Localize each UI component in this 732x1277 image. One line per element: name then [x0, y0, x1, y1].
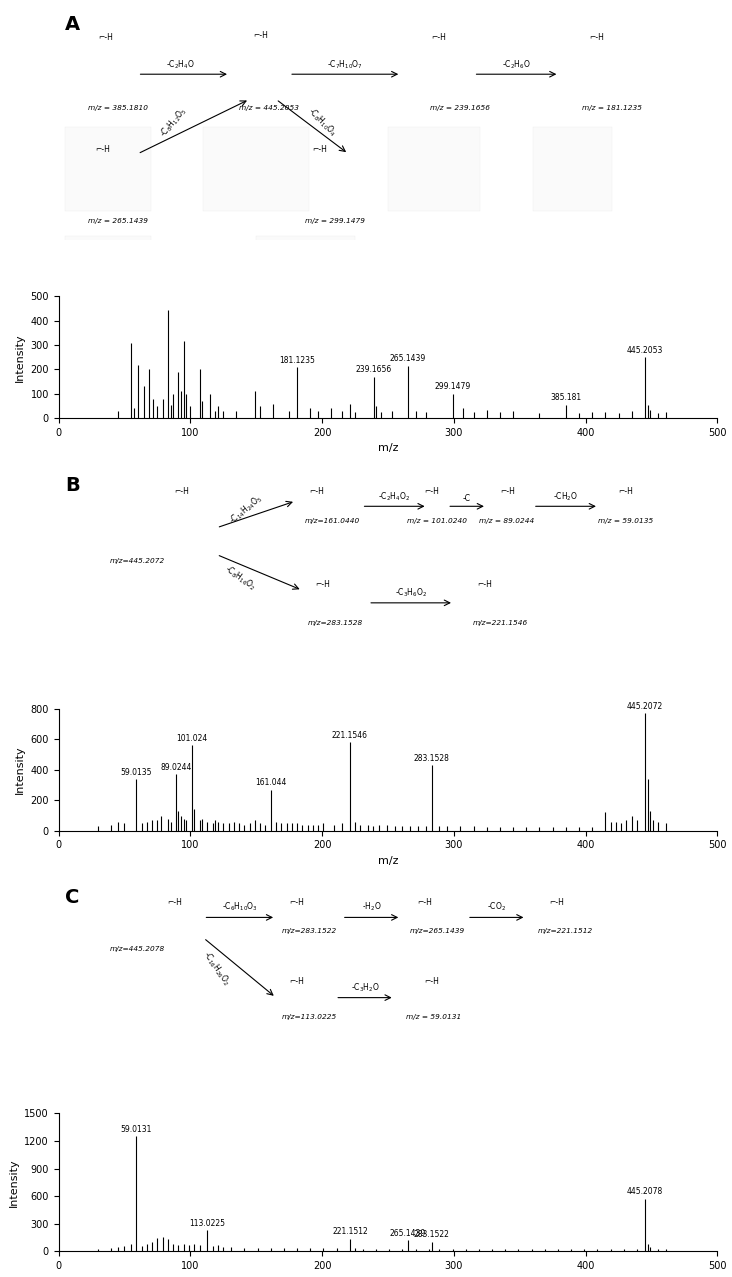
- Text: 283.1528: 283.1528: [414, 753, 449, 762]
- Text: 221.1546: 221.1546: [332, 730, 368, 739]
- Text: 265.1439: 265.1439: [389, 1228, 426, 1237]
- Text: ⌐-H: ⌐-H: [589, 33, 604, 42]
- Text: m/z=445.2072: m/z=445.2072: [110, 558, 165, 563]
- Text: m/z=283.1528: m/z=283.1528: [307, 621, 363, 626]
- Text: 161.044: 161.044: [255, 778, 286, 787]
- Text: 445.2072: 445.2072: [627, 702, 663, 711]
- FancyBboxPatch shape: [256, 236, 355, 309]
- FancyBboxPatch shape: [65, 236, 151, 309]
- Text: -CH$_2$O: -CH$_2$O: [553, 490, 578, 503]
- Text: -C$_3$H$_2$O: -C$_3$H$_2$O: [351, 982, 379, 995]
- FancyBboxPatch shape: [533, 126, 612, 211]
- Text: -H$_2$O: -H$_2$O: [362, 900, 381, 913]
- Text: ⌐-H: ⌐-H: [289, 977, 304, 986]
- Text: ⌐-H: ⌐-H: [430, 33, 446, 42]
- FancyBboxPatch shape: [203, 126, 309, 211]
- Text: 239.1656: 239.1656: [356, 365, 392, 374]
- Text: -C: -C: [463, 494, 471, 503]
- Text: ⌐-H: ⌐-H: [425, 977, 439, 986]
- Text: -C$_8$H$_{10}$O$_4$: -C$_8$H$_{10}$O$_4$: [305, 105, 339, 139]
- Text: 445.2078: 445.2078: [627, 1188, 663, 1197]
- Text: 101.024: 101.024: [176, 734, 207, 743]
- Text: -C$_2$H$_4$O$_2$: -C$_2$H$_4$O$_2$: [378, 490, 411, 503]
- Text: m/z = 445.2053: m/z = 445.2053: [239, 105, 299, 111]
- Text: ⌐-H: ⌐-H: [477, 580, 492, 589]
- Text: -C$_6$H$_{10}$O$_3$: -C$_6$H$_{10}$O$_3$: [222, 900, 258, 913]
- Text: m/z=221.1512: m/z=221.1512: [538, 928, 594, 935]
- Text: m/z=113.0225: m/z=113.0225: [281, 1014, 337, 1020]
- Text: m/z = 265.1439: m/z = 265.1439: [88, 218, 148, 225]
- Text: m/z = 299.1479: m/z = 299.1479: [305, 218, 365, 225]
- Text: m/z = 385.1810: m/z = 385.1810: [88, 105, 148, 111]
- Text: m/z=445.2078: m/z=445.2078: [110, 945, 165, 951]
- X-axis label: m/z: m/z: [378, 443, 398, 453]
- Text: m/z = 59.0131: m/z = 59.0131: [406, 1014, 462, 1020]
- Text: -C$_{16}$H$_{26}$O$_2$: -C$_{16}$H$_{26}$O$_2$: [201, 949, 233, 988]
- Text: m/z = 101.0240: m/z = 101.0240: [408, 518, 467, 524]
- Text: ⌐-H: ⌐-H: [549, 898, 564, 907]
- Text: 283.1522: 283.1522: [414, 1231, 449, 1240]
- Text: 59.0131: 59.0131: [121, 1125, 152, 1134]
- Y-axis label: Intensity: Intensity: [15, 746, 25, 794]
- Text: -CO$_2$: -CO$_2$: [487, 900, 507, 913]
- Text: m/z = 59.0135: m/z = 59.0135: [597, 518, 653, 524]
- FancyBboxPatch shape: [65, 126, 151, 211]
- Text: ⌐-H: ⌐-H: [315, 580, 330, 589]
- Text: 59.0135: 59.0135: [121, 767, 152, 776]
- Text: m/z=161.0440: m/z=161.0440: [305, 518, 359, 524]
- Text: m/z = 239.1656: m/z = 239.1656: [430, 105, 490, 111]
- Text: 89.0244: 89.0244: [160, 762, 192, 771]
- Y-axis label: Intensity: Intensity: [15, 333, 25, 382]
- Y-axis label: Intensity: Intensity: [9, 1158, 18, 1207]
- Text: ⌐-H: ⌐-H: [98, 33, 113, 42]
- X-axis label: m/z: m/z: [378, 856, 398, 866]
- Text: -C$_3$H$_6$O$_2$: -C$_3$H$_6$O$_2$: [395, 586, 427, 599]
- Text: 385.181: 385.181: [550, 393, 582, 402]
- Text: 221.1512: 221.1512: [332, 1227, 367, 1236]
- Text: ⌐-H: ⌐-H: [95, 144, 110, 153]
- Text: m/z=221.1546: m/z=221.1546: [472, 621, 528, 626]
- Text: B: B: [65, 476, 80, 495]
- Text: ⌐-H: ⌐-H: [312, 144, 327, 153]
- Text: ⌐-H: ⌐-H: [619, 487, 633, 495]
- Text: -C$_2$H$_6$O: -C$_2$H$_6$O: [502, 59, 531, 70]
- Text: ⌐-H: ⌐-H: [167, 898, 182, 907]
- Text: C: C: [65, 889, 80, 908]
- Text: 265.1439: 265.1439: [389, 354, 426, 364]
- Text: m/z = 89.0244: m/z = 89.0244: [479, 518, 534, 524]
- Text: ⌐-H: ⌐-H: [417, 898, 433, 907]
- Text: 445.2053: 445.2053: [627, 346, 663, 355]
- Text: 299.1479: 299.1479: [435, 382, 471, 391]
- Text: ⌐-H: ⌐-H: [500, 487, 515, 495]
- Text: m/z = 181.1235: m/z = 181.1235: [582, 105, 642, 111]
- Text: A: A: [65, 15, 81, 34]
- Text: -C$_8$H$_{16}$O$_2$: -C$_8$H$_{16}$O$_2$: [222, 562, 258, 593]
- Text: 113.0225: 113.0225: [190, 1218, 225, 1227]
- Text: m/z=265.1439: m/z=265.1439: [410, 928, 465, 935]
- Text: -C$_8$H$_{12}$O$_5$: -C$_8$H$_{12}$O$_5$: [157, 105, 190, 139]
- Text: ⌐-H: ⌐-H: [253, 31, 268, 40]
- Text: m/z=283.1522: m/z=283.1522: [281, 928, 337, 935]
- FancyBboxPatch shape: [388, 126, 480, 211]
- Text: ⌐-H: ⌐-H: [309, 487, 324, 495]
- Text: 181.1235: 181.1235: [280, 355, 315, 364]
- Text: ⌐-H: ⌐-H: [425, 487, 439, 495]
- Text: -C$_{14}$H$_{24}$O$_5$: -C$_{14}$H$_{24}$O$_5$: [228, 493, 265, 527]
- Text: ⌐-H: ⌐-H: [173, 487, 189, 495]
- Text: ⌐-H: ⌐-H: [289, 898, 304, 907]
- Text: -C$_2$H$_4$O: -C$_2$H$_4$O: [166, 59, 195, 70]
- Text: -C$_7$H$_{10}$O$_7$: -C$_7$H$_{10}$O$_7$: [327, 59, 363, 70]
